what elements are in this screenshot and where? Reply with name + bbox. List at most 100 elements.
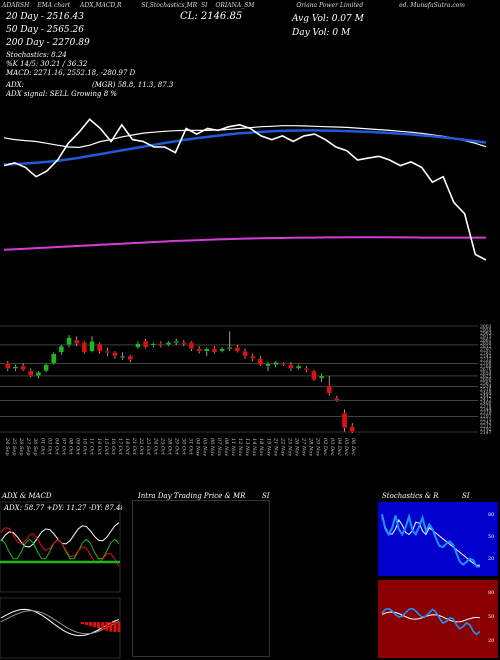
date-label: 24 Sep <box>4 437 10 456</box>
header-part: SI <box>201 2 208 9</box>
macd-histogram-bar <box>117 622 121 632</box>
candle-body <box>204 348 210 352</box>
candle-body <box>89 341 95 352</box>
header-part: ADX,MACD,R <box>80 2 122 9</box>
candle-body <box>97 343 103 352</box>
price-axis-label: 2913 <box>480 334 492 340</box>
date-label: 04 Dec <box>336 438 342 456</box>
price-axis-label: 2400 <box>480 400 492 406</box>
rsi-bg <box>378 580 498 658</box>
date-label: 02 Dec <box>322 438 328 456</box>
candle-body <box>112 352 118 357</box>
date-label: 08 Nov <box>223 438 229 456</box>
candle-body <box>135 343 141 348</box>
adx-macd-title: ADX & MACD <box>2 492 52 500</box>
price-axis-label: 2147 <box>480 430 492 436</box>
date-label: 04 Oct <box>53 438 59 456</box>
ema50-label: 50 Day - 2565.26 <box>6 25 84 35</box>
date-label: 22 Nov <box>279 437 285 456</box>
header-part: SI,Stochastics,MR <box>141 2 198 9</box>
adx-line <box>0 522 120 548</box>
candle-body <box>20 365 26 370</box>
candle-body <box>74 339 80 344</box>
candle-body <box>196 348 202 352</box>
date-label: 21 Nov <box>272 437 278 456</box>
date-label: 06 Dec <box>350 438 356 456</box>
rsi-tick: 20 <box>488 638 494 644</box>
price-axis-label: 2797 <box>480 347 492 353</box>
date-label: 27 Nov <box>301 437 307 456</box>
date-label: 11 Oct <box>89 438 95 456</box>
candle-body <box>326 385 332 394</box>
price-axis-label: 2625 <box>480 374 492 380</box>
candle-body <box>227 347 233 350</box>
price-axis-label: 2781 <box>480 351 492 357</box>
day-vol-label: Day Vol: 0 M <box>292 28 351 38</box>
price-axis-label: 2567 <box>480 380 492 386</box>
stochastics-panel: 80 50 20 80 50 20 <box>378 502 498 658</box>
close-price-line <box>3 118 487 261</box>
candle-body <box>188 342 195 349</box>
ema-chart <box>3 118 487 261</box>
candle-body <box>257 358 263 365</box>
date-label: 14 Nov <box>251 438 257 456</box>
date-label: 30 Sep <box>32 438 38 456</box>
ema200-label: 200 Day - 2270.89 <box>6 38 90 48</box>
macd-histogram-bar <box>97 622 101 629</box>
price-axis-label: 3003 <box>480 324 492 330</box>
stoch-values: %K 14/5: 30.21 / 36.32 <box>6 60 88 68</box>
macd-histogram-bar <box>101 622 105 630</box>
date-label: 26 Nov <box>294 437 300 456</box>
price-axis-label: 2676 <box>480 367 492 373</box>
date-label: 28 Oct <box>166 437 172 456</box>
date-label: 08 Oct <box>68 438 74 456</box>
ema200-line <box>3 236 486 251</box>
date-label: 03 Dec <box>329 438 335 456</box>
price-axis-label: 2344 <box>480 407 492 413</box>
candle-body <box>12 366 19 369</box>
avg-vol-label: Avg Vol: 0.07 M <box>292 14 364 24</box>
header-part: ADARSH <box>2 2 30 9</box>
price-axis-label: 2378 <box>480 404 492 410</box>
date-label: 07 Oct <box>61 438 67 456</box>
date-label: 09 Oct <box>75 438 81 456</box>
candle-body <box>35 372 42 377</box>
stoch-tick: 50 <box>488 534 494 540</box>
macd-histogram-bar <box>113 622 117 632</box>
candle-body <box>303 368 309 371</box>
candle-body <box>66 337 72 346</box>
candle-body <box>234 347 240 352</box>
candle-body <box>273 362 279 365</box>
date-label: 12 Nov <box>237 438 243 456</box>
candle-body <box>81 342 87 353</box>
date-label: 31 Oct <box>188 438 194 456</box>
candle-body <box>165 342 172 346</box>
date-label: 25 Oct <box>159 437 165 456</box>
stoch-tick: 80 <box>488 512 494 518</box>
date-label: 27 Sep <box>25 437 31 456</box>
date-label: 15 Oct <box>103 438 109 456</box>
price-axis-label: 2417 <box>480 397 492 403</box>
date-label: 29 Oct <box>174 437 180 456</box>
price-axis-label: 2192 <box>480 427 492 433</box>
candle-body <box>341 412 348 429</box>
stoch-si-label: SI <box>462 492 470 500</box>
stoch-tick: 20 <box>488 556 494 562</box>
price-axis-label: 2271 <box>480 417 492 423</box>
header-part: EMA chart <box>37 2 71 9</box>
macd-histogram-bar <box>93 622 97 628</box>
price-axis-label: 2600 <box>480 377 492 383</box>
macd-histogram-bar <box>84 622 88 626</box>
candle-body <box>334 398 340 401</box>
candlestick-chart: 3003295529632913286128502812279727812743… <box>0 324 492 456</box>
candle-body <box>43 364 49 372</box>
price-axis-label: 2955 <box>480 327 492 333</box>
candle-body <box>211 348 218 353</box>
adx-label: ADX: <box>6 81 25 89</box>
candle-body <box>5 363 11 369</box>
date-label: 06 Nov <box>209 438 215 456</box>
date-label: 10 Oct <box>82 438 88 456</box>
candle-body <box>173 341 179 343</box>
date-label: 25 Nov <box>286 437 292 456</box>
candle-body <box>242 350 248 357</box>
